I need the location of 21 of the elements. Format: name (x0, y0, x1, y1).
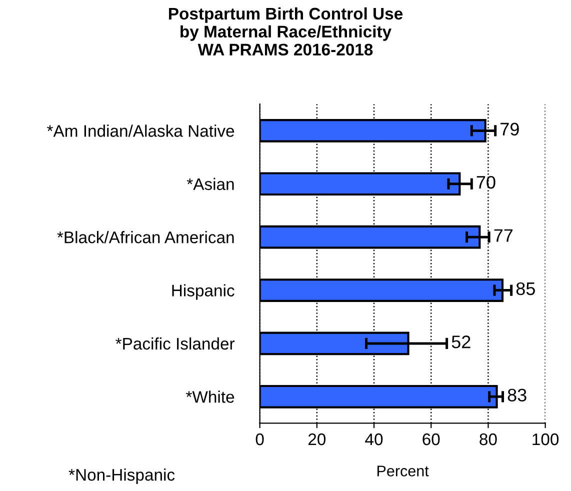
y-tick-label: *Black/African American (57, 231, 234, 244)
data-label: 79 (500, 122, 519, 136)
y-tick-label: *Asian (186, 178, 234, 190)
data-label: 83 (508, 388, 526, 402)
data-label: 85 (516, 282, 535, 296)
x-tick-label: 20 (308, 433, 326, 446)
data-label: 77 (494, 229, 513, 242)
x-axis-title: Percent (377, 466, 429, 476)
y-tick-label: *Am Indian/Alaska Native (47, 124, 234, 137)
y-tick-label: *Pacific Islander (116, 337, 235, 350)
chart-title: Postpartum Birth Control Use by Maternal Race/Ethnicity WA PRAMS 2016-2018 (169, 7, 403, 56)
x-tick-label: 0 (256, 433, 264, 446)
x-tick-label: 60 (422, 433, 440, 446)
x-tick-label: 80 (480, 433, 497, 446)
text: *Non-Hispanic (68, 468, 175, 484)
data-label: 70 (476, 176, 496, 189)
y-tick-label: Hispanic (172, 284, 234, 300)
x-tick-label: 40 (365, 433, 383, 446)
x-tick-label: 100 (532, 433, 559, 446)
data-label: 52 (452, 336, 470, 348)
y-tick-label: *White (186, 390, 234, 403)
